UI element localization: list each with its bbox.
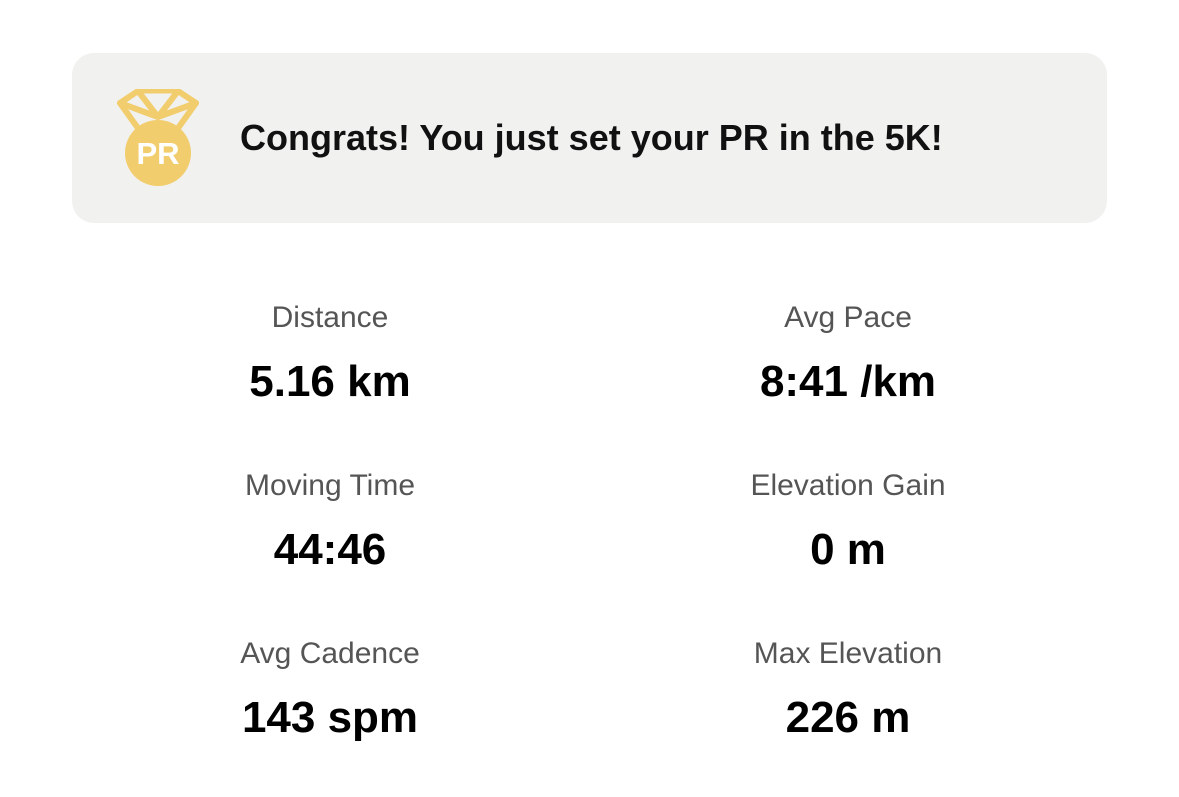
stat-elevation-gain: Elevation Gain 0 m — [638, 466, 1058, 574]
stat-label: Moving Time — [244, 469, 416, 502]
stat-distance: Distance 5.16 km — [120, 298, 540, 406]
stat-avg-pace: Avg Pace 8:41 /km — [638, 298, 1058, 406]
medal-text: PR — [136, 136, 179, 171]
stat-max-elevation: Max Elevation 226 m — [638, 634, 1058, 742]
stats-grid: Distance 5.16 km Avg Pace 8:41 /km Movin… — [72, 290, 1107, 770]
stat-label: Distance — [271, 301, 389, 334]
pr-banner: PR Congrats! You just set your PR in the… — [72, 53, 1107, 223]
stat-avg-cadence: Avg Cadence 143 spm — [120, 634, 540, 742]
pr-medal-icon: PR — [117, 89, 199, 186]
stat-value: 8:41 /km — [759, 357, 937, 406]
stat-label: Elevation Gain — [750, 469, 946, 502]
pr-message: Congrats! You just set your PR in the 5K… — [240, 117, 943, 158]
stat-value: 143 spm — [241, 693, 419, 742]
stat-value: 0 m — [810, 525, 886, 574]
stat-value: 226 m — [785, 693, 911, 742]
stat-value: 5.16 km — [249, 357, 411, 406]
stat-value: 44:46 — [273, 525, 387, 574]
stat-label: Max Elevation — [753, 637, 943, 670]
stat-label: Avg Pace — [784, 301, 912, 334]
stat-label: Avg Cadence — [240, 637, 420, 670]
stat-moving-time: Moving Time 44:46 — [120, 466, 540, 574]
